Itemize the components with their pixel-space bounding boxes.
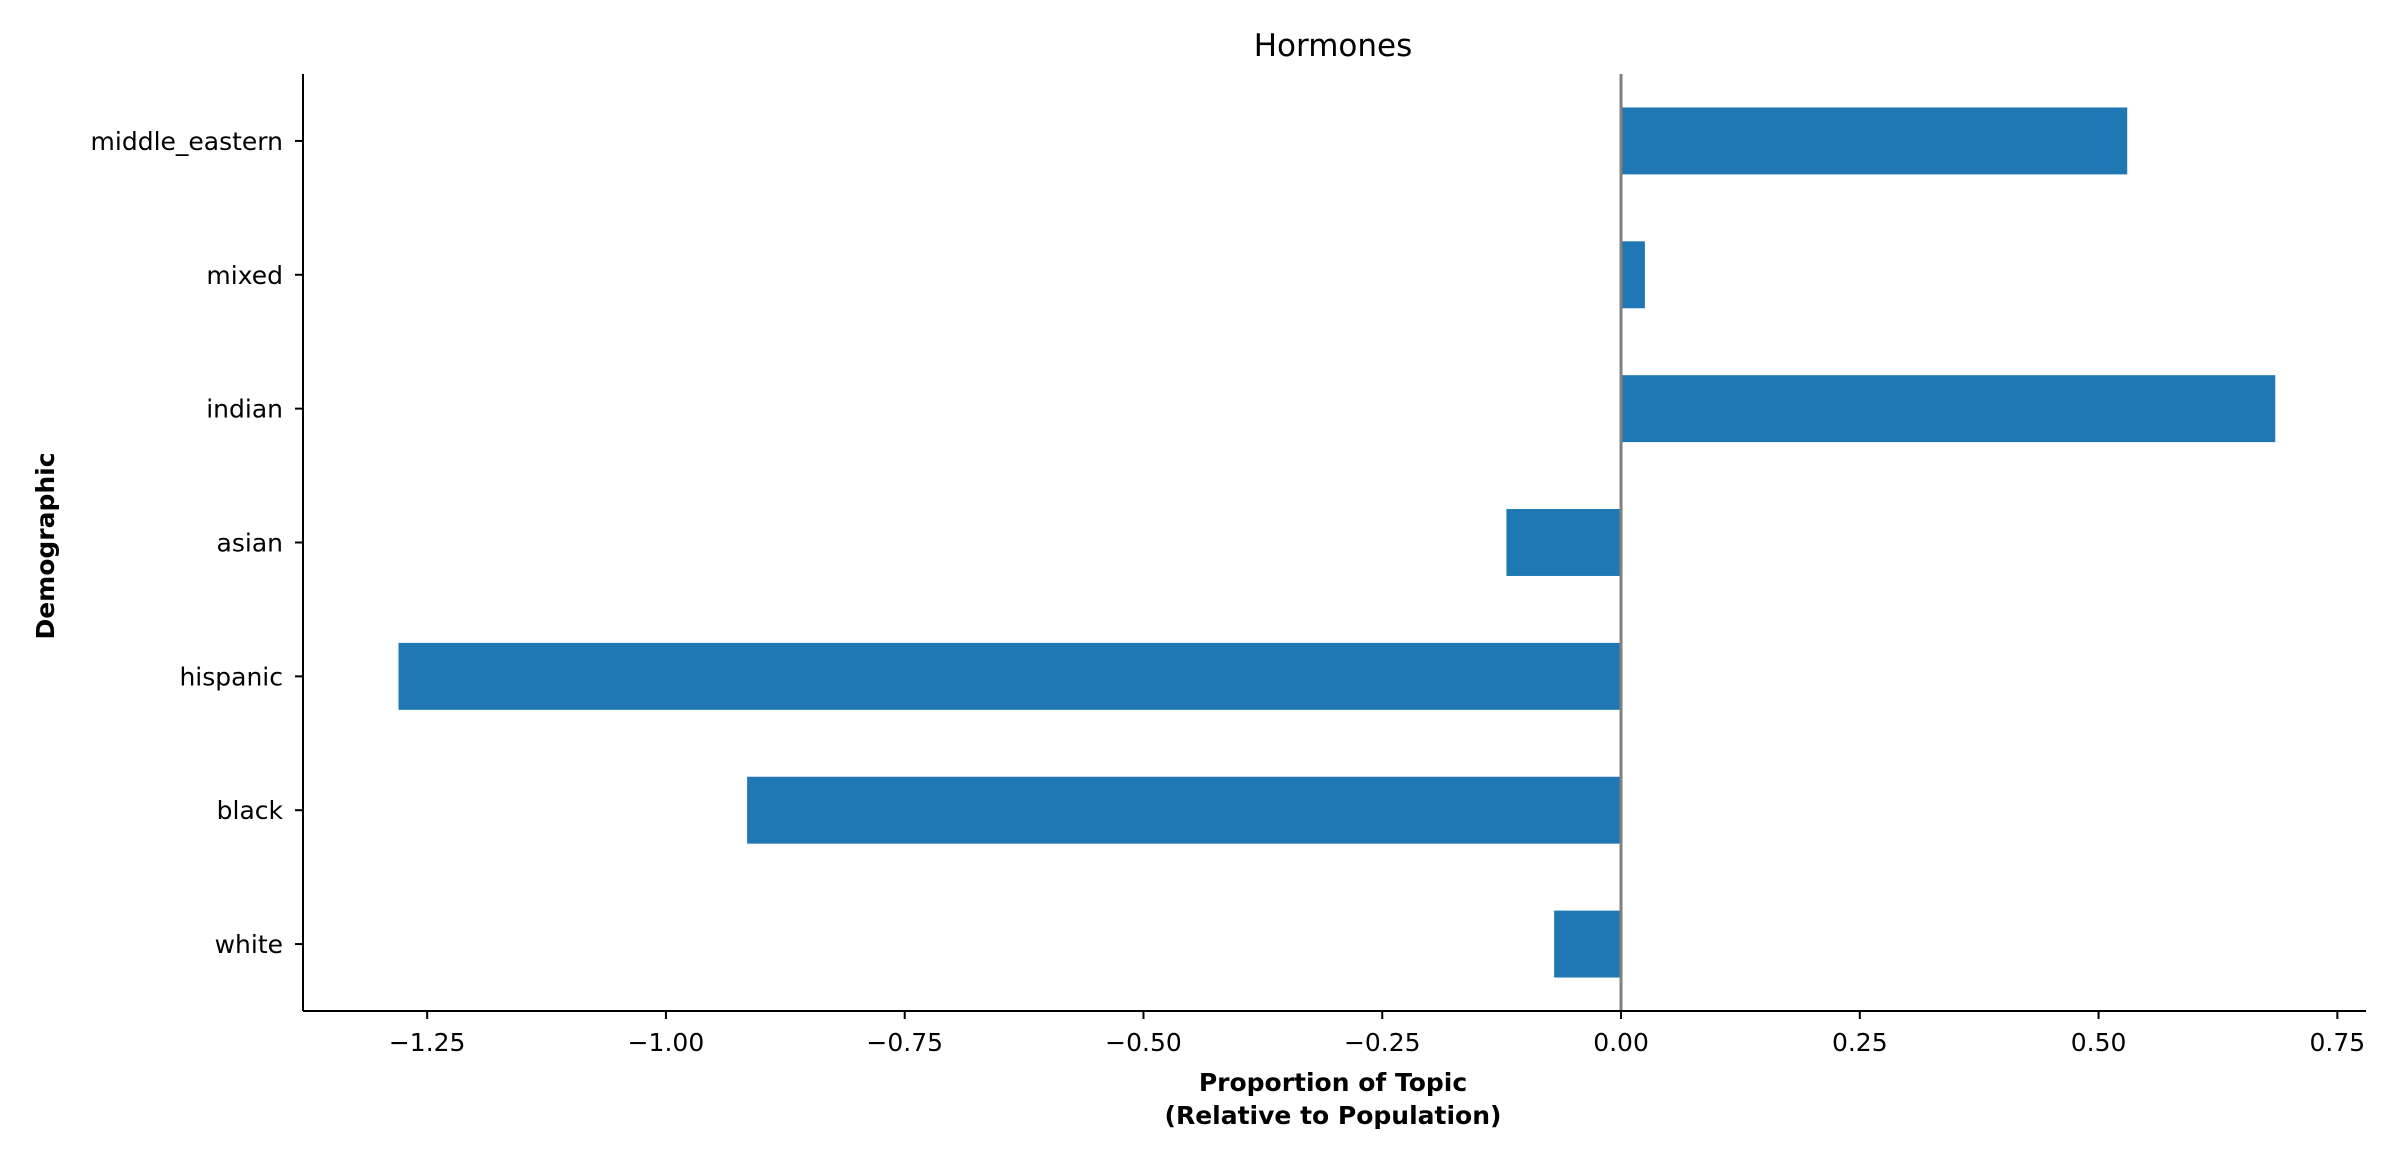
y-tick-label: indian xyxy=(206,395,283,424)
bar-asian xyxy=(1506,509,1622,576)
x-tick-label: −0.50 xyxy=(1105,1028,1182,1057)
x-tick-label: −1.00 xyxy=(628,1028,705,1057)
bars-layer xyxy=(398,107,2276,978)
x-tick-label: 0.75 xyxy=(2310,1028,2366,1057)
y-axis-label: Demographic xyxy=(31,452,60,639)
bar-mixed xyxy=(1621,241,1645,309)
y-tick-label: hispanic xyxy=(179,662,283,691)
y-tick-label: mixed xyxy=(206,261,283,290)
x-axis-label-line-2: (Relative to Population) xyxy=(1165,1101,1502,1130)
x-axis-label-line-1: Proportion of Topic xyxy=(1199,1068,1467,1097)
x-tick-label: −0.75 xyxy=(866,1028,943,1057)
x-tick-label: 0.25 xyxy=(1832,1028,1888,1057)
chart-title: Hormones xyxy=(1254,28,1413,64)
x-tick-label: −1.25 xyxy=(389,1028,466,1057)
y-tick-label: white xyxy=(215,930,283,959)
x-tick-label: 0.00 xyxy=(1593,1028,1649,1057)
y-tick-label: black xyxy=(217,796,284,825)
bar-middle-eastern xyxy=(1621,107,2128,175)
bar-white xyxy=(1554,910,1622,978)
y-tick-label: asian xyxy=(217,529,283,558)
y-axis-ticks: white black hispanic asian indian mixed middle… xyxy=(91,127,303,959)
y-tick-label: middle_eastern xyxy=(91,127,283,156)
x-tick-label: 0.50 xyxy=(2071,1028,2127,1057)
x-axis-ticks: −1.25 −1.00 −0.75 −0.50 −0.25 0.00 0.25 0.50 0.7… xyxy=(389,1011,2365,1057)
bar-indian xyxy=(1621,375,2276,443)
bar-hispanic xyxy=(398,642,1622,710)
bar-black xyxy=(747,776,1622,844)
x-tick-label: −0.25 xyxy=(1344,1028,1421,1057)
